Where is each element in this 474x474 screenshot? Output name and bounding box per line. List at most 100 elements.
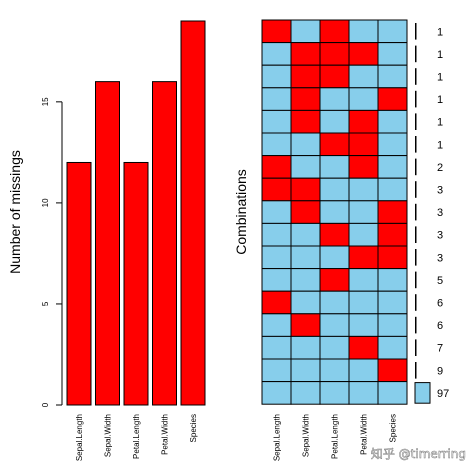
combination-count: 1 bbox=[437, 117, 443, 129]
present-cell bbox=[290, 268, 321, 292]
present-cell bbox=[319, 358, 350, 383]
frequency-bar bbox=[415, 362, 417, 379]
missing-cell bbox=[290, 177, 321, 202]
x-tick-label: Sepal.Width bbox=[302, 414, 311, 457]
present-cell bbox=[290, 132, 321, 157]
x-tick-label: Species bbox=[189, 414, 198, 442]
x-tick-label: Petal.Length bbox=[331, 414, 340, 459]
missing-cell bbox=[377, 358, 408, 383]
missing-cell bbox=[261, 177, 292, 202]
present-cell bbox=[319, 155, 350, 179]
present-cell bbox=[348, 19, 379, 44]
y-axis-label: Number of missings bbox=[7, 150, 23, 274]
frequency-bar bbox=[415, 294, 417, 311]
present-cell bbox=[348, 177, 379, 202]
combination-cells bbox=[261, 19, 408, 405]
present-cell bbox=[348, 268, 379, 292]
x-tick-label: Petal.Width bbox=[360, 414, 369, 455]
missing-cell bbox=[319, 268, 350, 292]
present-cell bbox=[261, 87, 292, 111]
combination-count: 97 bbox=[437, 388, 449, 400]
combination-count: 3 bbox=[437, 252, 443, 264]
present-cell bbox=[348, 200, 379, 224]
present-cell bbox=[261, 381, 292, 405]
present-cell bbox=[290, 381, 321, 405]
present-cell bbox=[261, 268, 292, 292]
bar-sepal-length bbox=[66, 161, 92, 406]
combination-frequency-bars bbox=[414, 23, 431, 404]
missing-cell bbox=[290, 87, 321, 111]
combination-count: 3 bbox=[437, 185, 443, 197]
frequency-bar bbox=[415, 45, 417, 63]
frequency-bar bbox=[415, 203, 417, 221]
y-axis-label: Combinations bbox=[233, 169, 249, 255]
present-cell bbox=[261, 132, 292, 157]
missing-cell bbox=[377, 222, 408, 247]
missing-cell bbox=[319, 132, 350, 157]
frequency-bar bbox=[415, 271, 417, 289]
combination-count-labels: 1 1 1 1 1 1 2 3 3 3 3 5 6 6 7 9 97 bbox=[437, 26, 449, 400]
missing-cell bbox=[290, 42, 321, 66]
frequency-bar bbox=[415, 113, 417, 130]
y-tick-label: 10 bbox=[41, 198, 50, 207]
present-cell bbox=[319, 290, 350, 315]
present-cell bbox=[261, 222, 292, 247]
missing-cell bbox=[319, 19, 350, 44]
frequency-bar bbox=[414, 382, 431, 404]
frequency-bar bbox=[415, 90, 417, 108]
combination-count: 7 bbox=[437, 343, 443, 355]
frequency-bar bbox=[415, 68, 417, 85]
missing-cell bbox=[290, 200, 321, 224]
frequency-bar bbox=[415, 316, 417, 334]
combinations-heatmap: Combinations 1 1 1 1 1 1 2 3 3 3 3 5 6 6 7 9 97 Sepal.Le… bbox=[233, 19, 449, 461]
missing-cell bbox=[348, 109, 379, 134]
present-cell bbox=[377, 132, 408, 157]
frequency-bar bbox=[415, 249, 417, 266]
x-tick-label: Species bbox=[389, 414, 398, 442]
present-cell bbox=[261, 245, 292, 270]
present-cell bbox=[377, 268, 408, 292]
x-tick-label: Sepal.Length bbox=[75, 414, 84, 461]
combination-count: 2 bbox=[437, 162, 443, 174]
missing-cell bbox=[290, 109, 321, 134]
x-tick-label: Sepal.Width bbox=[104, 414, 113, 457]
present-cell bbox=[319, 200, 350, 224]
bar-petal-width bbox=[152, 81, 177, 406]
y-tick-label: 15 bbox=[41, 97, 50, 106]
bar-petal-length bbox=[123, 161, 149, 406]
frequency-bar bbox=[415, 226, 417, 243]
combination-count: 1 bbox=[437, 49, 443, 61]
present-cell bbox=[348, 313, 379, 337]
frequency-bar bbox=[415, 158, 417, 176]
missing-cell bbox=[348, 155, 379, 179]
present-cell bbox=[319, 177, 350, 202]
present-cell bbox=[377, 290, 408, 315]
present-cell bbox=[348, 64, 379, 89]
y-tick-label: 0 bbox=[41, 402, 50, 407]
combination-count: 5 bbox=[437, 275, 443, 287]
present-cell bbox=[348, 87, 379, 111]
missing-cell bbox=[377, 87, 408, 111]
present-cell bbox=[319, 381, 350, 405]
present-cell bbox=[377, 19, 408, 44]
present-cell bbox=[261, 358, 292, 383]
present-cell bbox=[290, 245, 321, 270]
missing-cell bbox=[319, 64, 350, 89]
present-cell bbox=[348, 381, 379, 405]
present-cell bbox=[377, 42, 408, 66]
x-tick-label: Sepal.Length bbox=[273, 414, 282, 461]
x-tick-label: Petal.Width bbox=[161, 414, 170, 455]
frequency-bar bbox=[415, 136, 417, 153]
present-cell bbox=[261, 313, 292, 337]
combination-count: 1 bbox=[437, 72, 443, 84]
present-cell bbox=[319, 245, 350, 270]
frequency-bar bbox=[415, 339, 417, 356]
missing-cell bbox=[348, 335, 379, 360]
present-cell bbox=[377, 335, 408, 360]
combination-count: 9 bbox=[437, 365, 443, 377]
missing-cell bbox=[377, 200, 408, 224]
x-tick-label: Petal.Length bbox=[132, 414, 141, 459]
present-cell bbox=[261, 42, 292, 66]
